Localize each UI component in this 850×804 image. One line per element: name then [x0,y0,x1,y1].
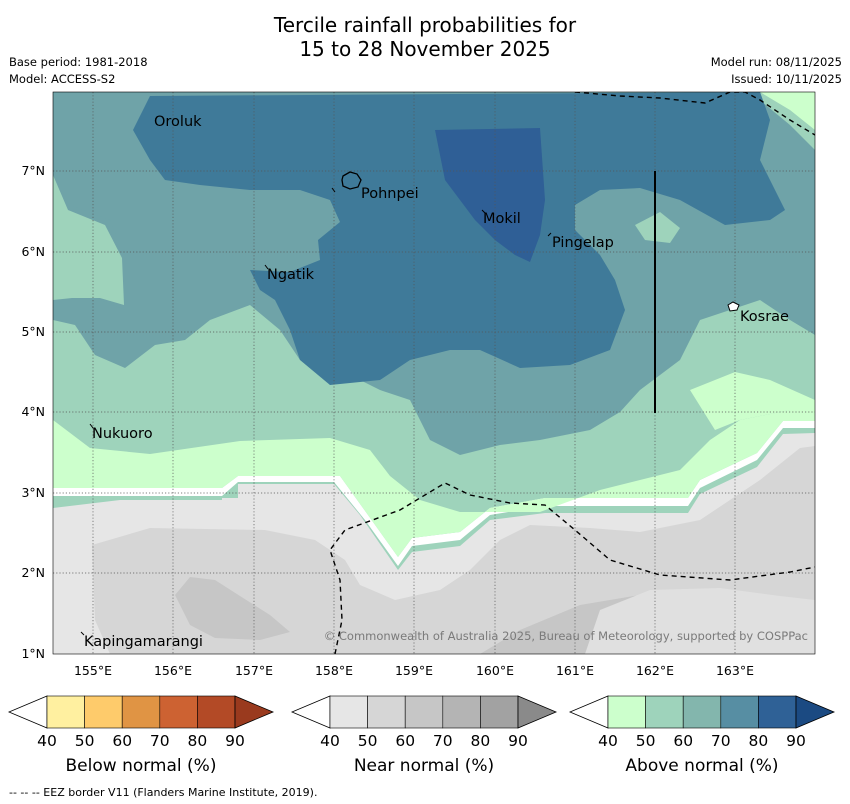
legend-swatch [645,695,684,729]
contour-above-50-pocket [635,212,680,243]
legend-below-title: Below normal (%) [65,756,217,776]
legend-tick-label: 90 [225,732,245,750]
legend-tick-label: 60 [673,732,693,750]
copyright-notice: © Commonwealth of Australia 2025, Bureau… [324,629,808,643]
legend-swatch [480,695,519,729]
lat-tick-label: 3°N [21,485,45,500]
label-pingelap: Pingelap [552,235,614,251]
contour-gap [53,421,815,566]
legend-tick-label: 70 [150,732,170,750]
contour-above-50-w [53,175,124,305]
lon-tick-label: 162°E [636,663,674,678]
legend-high-extend [234,695,275,729]
legend-tick-label: 50 [358,732,378,750]
lon-tick-label: 156°E [154,663,192,678]
label-pohnpei: Pohnpei [361,186,419,202]
label-nukuoro: Nukuoro [92,426,153,442]
legend-tick-label: 40 [37,732,57,750]
legend-swatch [682,695,722,729]
legend-swatch [607,695,646,729]
legend-above-title: Above normal (%) [625,756,779,776]
model-name: Model: ACCESS-S2 [9,72,116,86]
legend-near-title: Near normal (%) [353,756,495,776]
legend-tick-label: 40 [598,732,618,750]
legend-swatch [329,695,368,729]
contour-near-60 [175,577,290,640]
legend-swatch [121,695,161,729]
model-run: Model run: 08/11/2025 [710,55,842,69]
lat-tick-label: 1°N [21,646,45,661]
lat-tick-label: 4°N [21,404,45,419]
legend-below-normal: 40 50 60 70 80 90 [7,695,275,750]
legend-low-extend [290,695,331,729]
lat-tick-label: 6°N [21,244,45,259]
probability-contours [53,92,815,654]
legend-tick-label: 90 [786,732,806,750]
legend-swatch [46,695,85,729]
base-period: Base period: 1981-2018 [9,55,148,69]
legend-tick-label: 50 [75,732,95,750]
lon-tick-label: 158°E [315,663,353,678]
title-line-2: 15 to 28 November 2025 [299,37,551,61]
contour-near-lighter [585,588,815,654]
latitude-axis: 1°N 2°N 3°N 4°N 5°N 6°N 7°N [21,163,45,661]
legend-tick-label: 50 [636,732,656,750]
lon-tick-label: 157°E [235,663,273,678]
legend-high-extend [795,695,836,729]
lat-tick-label: 7°N [21,163,45,178]
lon-tick-label: 160°E [476,663,514,678]
label-mokil: Mokil [483,211,521,227]
label-kosrae: Kosrae [740,309,789,325]
graticule [53,92,815,654]
label-ngatik: Ngatik [267,267,315,283]
label-oroluk: Oroluk [154,114,202,130]
legend-tick-label: 80 [188,732,208,750]
contour-above-40-ne [760,92,815,130]
pohnpei-island [341,171,362,190]
legend-near-normal: 40 50 60 70 80 90 [290,695,558,750]
chart-title: Tercile rainfall probabilities for 15 to… [0,13,850,61]
legend-swatch [367,695,406,729]
legend-tick-label: 60 [395,732,415,750]
title-line-1: Tercile rainfall probabilities for [273,13,577,37]
contour-above-40-e [690,372,815,430]
legend-tick-label: 40 [320,732,340,750]
legend-swatch [758,695,797,729]
legend-above-normal: 40 50 60 70 80 90 [568,695,836,750]
map-frame [52,91,816,655]
legend-tick-label: 80 [749,732,769,750]
kosrae-island [727,301,740,312]
issued-date: Issued: 10/11/2025 [731,72,842,86]
lon-tick-label: 161°E [556,663,594,678]
legend-swatch [197,695,236,729]
legend-tick-label: 70 [711,732,731,750]
contour-above-70 [133,92,785,385]
legend-swatch [404,695,444,729]
legend-swatch [720,695,759,729]
lon-tick-label: 159°E [395,663,433,678]
legend-low-extend [568,695,609,729]
eez-footnote: -- -- -- EEZ border V11 (Flanders Marine… [9,786,318,799]
legend-tick-label: 90 [508,732,528,750]
lat-tick-label: 5°N [21,324,45,339]
legend-high-extend [517,695,558,729]
legend-low-extend [7,695,48,729]
lon-tick-label: 163°E [716,663,754,678]
contour-above-80 [435,128,545,262]
legend-swatch [84,695,123,729]
legend-swatch [442,695,481,729]
lon-tick-label: 155°E [74,663,112,678]
legend-tick-label: 60 [112,732,132,750]
meta-left: Base period: 1981-2018 Model: ACCESS-S2 [9,54,148,88]
contour-above-40 [53,405,815,557]
legend-tick-label: 70 [433,732,453,750]
eez-borders [329,92,815,654]
legend-swatch [159,695,198,729]
longitude-axis: 155°E 156°E 157°E 158°E 159°E 160°E 161°E 162°E… [74,663,754,678]
legend-tick-label: 80 [471,732,491,750]
label-kapingamarangi: Kapingamarangi [84,634,203,650]
meta-right: Model run: 08/11/2025 Issued: 10/11/2025 [711,54,842,88]
lat-tick-label: 2°N [21,565,45,580]
